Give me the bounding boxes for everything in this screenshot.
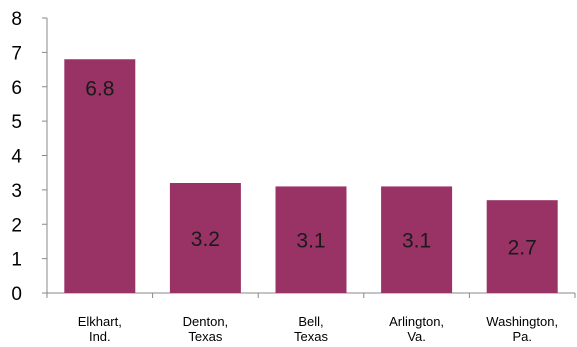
- chart-bars: [64, 59, 558, 293]
- bar: [486, 200, 558, 293]
- bar: [275, 186, 347, 293]
- bar-data-label: 3.2: [191, 228, 220, 251]
- y-tick-label: 8: [11, 9, 22, 30]
- x-category-labels: Elkhart, Ind. Denton, Texas Bell, Texas Arling…: [78, 314, 558, 344]
- bar: [64, 59, 136, 293]
- x-category-label: Elkhart, Ind.: [78, 314, 122, 344]
- y-tick-label: 5: [11, 112, 22, 133]
- y-tick-label: 4: [11, 147, 22, 168]
- y-tick-label: 7: [11, 43, 22, 64]
- x-category-label: Bell, Texas: [294, 314, 328, 344]
- bar-data-label: 3.1: [296, 230, 325, 253]
- bar-data-label: 3.1: [402, 230, 431, 253]
- y-tick-label: 1: [11, 250, 22, 271]
- bar: [381, 186, 453, 293]
- bar-data-labels: 6.8 3.2 3.1 3.1 2.7: [85, 77, 537, 259]
- bar: [169, 183, 241, 293]
- x-category-label: Arlington, Va.: [389, 314, 444, 344]
- y-tick-label: 0: [11, 284, 22, 305]
- x-category-label: Denton, Texas: [183, 314, 229, 344]
- bar-data-label: 2.7: [508, 237, 537, 260]
- y-tick-label: 6: [11, 78, 22, 99]
- y-tick-labels: 0 1 2 3 4 5 6 7 8: [11, 9, 22, 305]
- y-tick-label: 3: [11, 181, 22, 202]
- bar-data-label: 6.8: [85, 77, 114, 100]
- x-category-label: Washington, Pa.: [486, 314, 558, 344]
- y-tick-label: 2: [11, 215, 22, 236]
